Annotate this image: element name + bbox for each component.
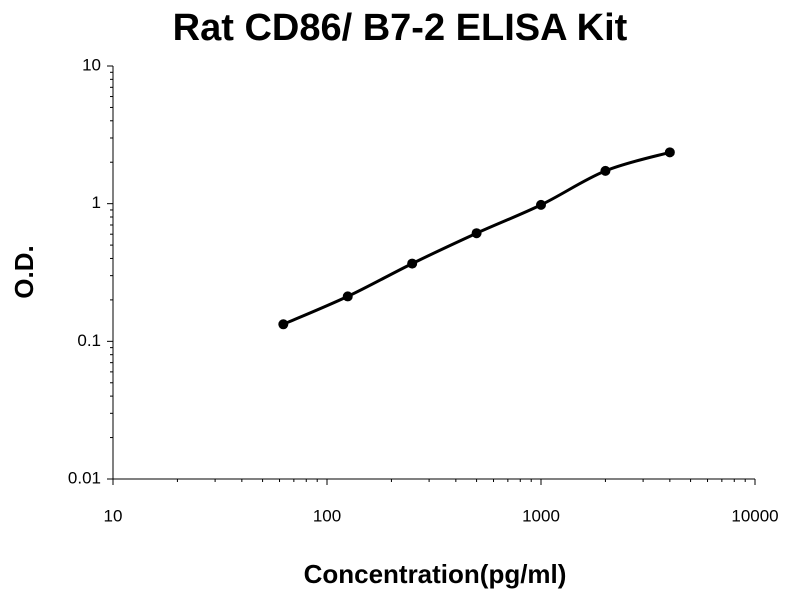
y-tick-label: 10 [82, 55, 101, 74]
data-point [278, 319, 289, 330]
y-axis-label: O.D. [9, 245, 39, 298]
y-tick-label: 0.1 [77, 331, 101, 350]
fit-curve [282, 150, 671, 326]
data-point [536, 199, 546, 210]
data-point [471, 228, 482, 239]
x-tick-label: 1000 [522, 506, 560, 525]
y-tick-label: 1 [92, 193, 101, 212]
x-tick-label: 10000 [731, 506, 778, 525]
data-point [664, 147, 675, 158]
data-point [600, 165, 611, 176]
x-tick-label: 10 [104, 506, 123, 525]
data-point [407, 258, 418, 269]
x-tick-label: 100 [313, 506, 341, 525]
chart-title: Rat CD86/ B7-2 ELISA Kit [173, 7, 628, 49]
data-point [342, 291, 353, 302]
y-tick-label: 0.01 [68, 468, 101, 487]
x-axis-label: Concentration(pg/ml) [304, 559, 567, 589]
